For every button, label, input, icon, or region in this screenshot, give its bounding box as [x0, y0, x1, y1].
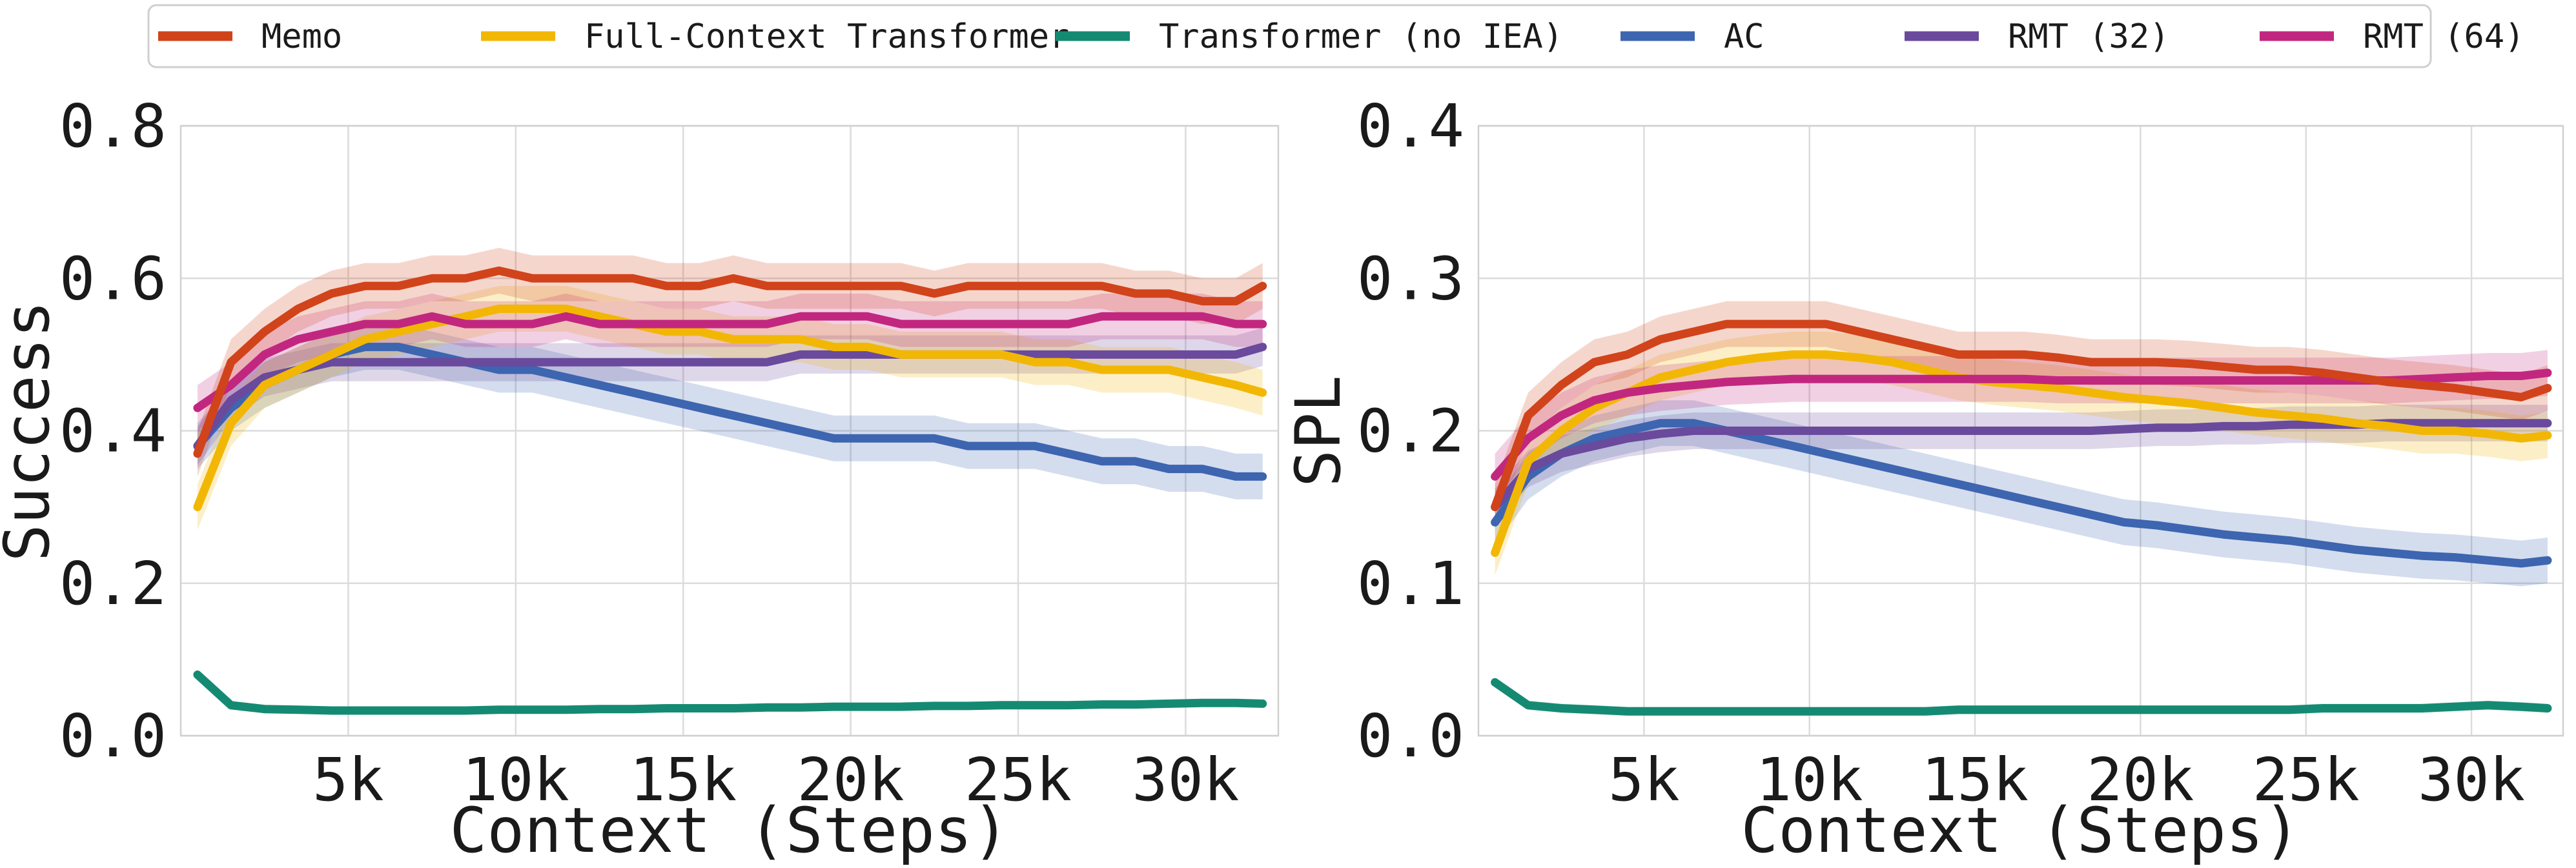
legend-item-memo: Memo: [158, 17, 342, 56]
spl-line-transformer-no-iea: [1491, 678, 2552, 716]
success-band-full-context-transformer: [197, 286, 1263, 530]
spl-bands: [1495, 301, 2548, 716]
spl-y-tick-label: 0.1: [1357, 549, 1464, 618]
success-band-memo: [197, 248, 1263, 477]
legend-label-memo: Memo: [261, 17, 342, 56]
success-y-tick-label: 0.8: [59, 92, 167, 161]
legend-item-rmt-32: RMT (32): [1905, 17, 2169, 56]
spl-line-full-context-transformer: [1491, 350, 2552, 557]
success-x-tick-label: 5k: [312, 745, 384, 814]
legend-label-ac: AC: [1724, 17, 1764, 56]
success-y-tick-label: 0.6: [59, 244, 167, 313]
spl-x-tick-label: 15k: [1921, 745, 2029, 814]
spl-x-tick-label: 30k: [2418, 745, 2525, 814]
legend-frame: [147, 4, 2432, 68]
spl-band-rmt-64: [1495, 350, 2548, 500]
legend-item-ac: AC: [1620, 17, 1764, 56]
success-line-rmt-64: [193, 312, 1267, 412]
spl-band-memo: [1495, 301, 2548, 530]
success-x-axis-label: Context (Steps): [450, 794, 1010, 867]
success-panel: 0.0 0.2 0.4 0.6 0.8 5k 10k 15k 20k 25k 30k Contex…: [0, 92, 1280, 867]
legend-label-full-context-transformer: Full-Context Transformer: [584, 17, 1069, 56]
success-line-transformer-no-iea: [193, 671, 1267, 715]
spl-y-tick-label: 0.2: [1357, 397, 1464, 466]
success-x-tick-label: 10k: [462, 745, 569, 814]
spl-band-full-context-transformer: [1495, 331, 2548, 576]
success-line-ac: [193, 343, 1267, 481]
spl-y-ticks: 0.0 0.1 0.2 0.3 0.4: [1357, 92, 1464, 771]
spl-x-tick-label: 25k: [2253, 745, 2360, 814]
spl-lines: [1491, 319, 2552, 716]
success-plot-frame: [179, 125, 1280, 737]
success-y-axis-label: Success: [0, 301, 63, 562]
spl-x-tick-label: 20k: [2087, 745, 2194, 814]
spl-x-ticks: 5k 10k 15k 20k 25k 30k: [1608, 745, 2525, 814]
spl-panel: 0.0 0.1 0.2 0.3 0.4 5k 10k 15k 20k 25k 30k Contex…: [1282, 92, 2564, 867]
spl-line-memo: [1491, 319, 2552, 512]
legend-label-rmt-32: RMT (32): [2008, 17, 2169, 56]
legend-label-transformer-no-iea: Transformer (no IEA): [1159, 17, 1563, 56]
legend-item-transformer-no-iea: Transformer (no IEA): [1056, 17, 1563, 56]
spl-x-axis-label: Context (Steps): [1741, 794, 2301, 867]
legend-item-full-context-transformer: Full-Context Transformer: [481, 17, 1069, 56]
success-y-tick-label: 0.2: [59, 549, 167, 618]
success-x-ticks: 5k 10k 15k 20k 25k 30k: [312, 745, 1239, 814]
success-line-full-context-transformer: [193, 305, 1267, 512]
success-lines: [193, 266, 1267, 715]
success-x-tick-label: 25k: [965, 745, 1072, 814]
success-x-tick-label: 30k: [1132, 745, 1239, 814]
success-y-ticks: 0.0 0.2 0.4 0.6 0.8: [59, 92, 167, 771]
spl-y-tick-label: 0.0: [1357, 701, 1464, 771]
legend-item-rmt-64: RMT (64): [2260, 17, 2524, 56]
success-line-rmt-32: [193, 343, 1267, 450]
success-y-tick-label: 0.0: [59, 701, 167, 771]
legend-label-rmt-64: RMT (64): [2363, 17, 2524, 56]
spl-x-tick-label: 5k: [1608, 745, 1680, 814]
legend: Memo Full-Context Transformer Transformer …: [147, 4, 2524, 68]
success-x-tick-label: 15k: [629, 745, 737, 814]
spl-y-axis-label: SPL: [1282, 375, 1354, 487]
spl-y-tick-label: 0.3: [1357, 244, 1464, 313]
success-x-tick-label: 20k: [797, 745, 905, 814]
spl-x-tick-label: 10k: [1756, 745, 1863, 814]
spl-line-ac: [1491, 419, 2552, 568]
spl-plot-frame: [1477, 125, 2564, 737]
success-y-tick-label: 0.4: [59, 397, 167, 466]
success-line-memo: [193, 266, 1267, 458]
spl-y-tick-label: 0.4: [1357, 92, 1464, 161]
